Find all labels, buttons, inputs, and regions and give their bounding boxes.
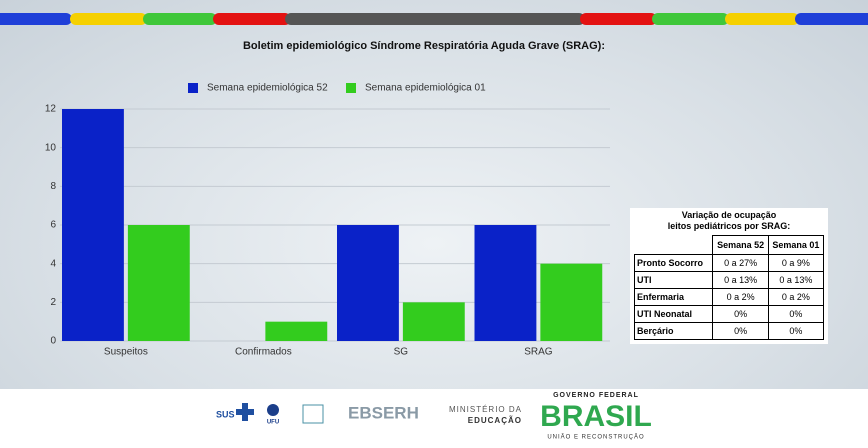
y-tick-label: 12 <box>45 104 57 115</box>
logo-ebserh: EBSERH <box>348 403 419 422</box>
occupancy-table: Variação de ocupação leitos pediátricos … <box>630 208 828 344</box>
y-tick-label: 10 <box>45 142 57 153</box>
bar <box>540 263 603 341</box>
footer: SUS UFU EBSERH MINISTÉRIO DA EDUCAÇÃO GO… <box>0 389 868 443</box>
legend-label: Semana epidemiológica 52 <box>207 83 328 94</box>
table-header: Semana 01 <box>767 235 825 255</box>
table-cell: 0 a 13% <box>767 271 825 289</box>
table-cell: 0 a 27% <box>712 254 769 272</box>
logo-ufu: UFU <box>267 420 279 426</box>
chart-title: Boletim epidemiológico Síndrome Respirat… <box>243 40 605 52</box>
y-tick-label: 4 <box>50 258 56 269</box>
legend-swatch <box>188 83 198 93</box>
table-row: Berçário 0% 0% <box>633 322 825 340</box>
logos: SUS UFU EBSERH MINISTÉRIO DA EDUCAÇÃO GO… <box>216 392 652 441</box>
table-cell: 0 a 13% <box>712 271 769 289</box>
x-tick-label: SRAG <box>524 347 553 358</box>
bar <box>265 321 328 341</box>
table-row: Enfermaria 0 a 2% 0 a 2% <box>633 288 825 306</box>
legend-label: Semana epidemiológica 01 <box>365 83 486 94</box>
bar <box>127 225 190 341</box>
legend-swatch <box>346 83 356 93</box>
y-tick-label: 8 <box>50 181 56 192</box>
y-tick-label: 0 <box>50 336 56 347</box>
logo-gov: GOVERNO FEDERAL <box>553 392 639 399</box>
logo-brasil: BRASIL <box>540 400 652 433</box>
table-cell: Berçário <box>633 322 714 340</box>
x-tick-label: Suspeitos <box>104 347 148 358</box>
y-tick-label: 6 <box>50 220 56 231</box>
table-row: UTI 0 a 13% 0 a 13% <box>633 271 825 289</box>
y-tick-label: 2 <box>50 297 56 308</box>
top-stripe <box>0 13 868 25</box>
table-cell: 0% <box>767 322 825 340</box>
table-cell: 0 a 9% <box>767 254 825 272</box>
x-tick-label: Confirmados <box>235 347 292 358</box>
bar <box>474 225 537 341</box>
bar <box>337 225 399 341</box>
table-cell: UTI Neonatal <box>633 305 714 323</box>
table-cell: Enfermaria <box>633 288 714 306</box>
table-title: Variação de ocupação leitos pediátricos … <box>634 210 824 232</box>
table-header-row: Semana 52 Semana 01 <box>635 235 825 255</box>
table-cell: 0% <box>712 322 769 340</box>
table-cell: 0% <box>712 305 769 323</box>
table-cell: 0 a 2% <box>712 288 769 306</box>
table-cell: 0 a 2% <box>767 288 825 306</box>
logo-gov: UNIÃO E RECONSTRUÇÃO <box>547 434 644 441</box>
table-corner <box>635 236 713 255</box>
table-cell: UTI <box>633 271 714 289</box>
logo-sus: SUS <box>216 409 235 419</box>
chart: Boletim epidemiológico Síndrome Respirat… <box>0 13 868 358</box>
x-tick-label: SG <box>394 347 409 358</box>
bar <box>402 302 465 341</box>
logo-mec: EDUCAÇÃO <box>468 416 522 425</box>
bar <box>62 109 124 341</box>
table-header: Semana 52 <box>712 235 769 255</box>
table-title-line: Variação de ocupação <box>681 210 777 220</box>
table: Semana 52 Semana 01 Pronto Socorro 0 a 27% 0… <box>633 235 825 340</box>
table-cell: 0% <box>767 305 825 323</box>
table-row: Pronto Socorro 0 a 27% 0 a 9% <box>633 254 825 272</box>
logo-mec: MINISTÉRIO DA <box>449 405 522 414</box>
table-cell: Pronto Socorro <box>633 254 714 272</box>
table-title-line: leitos pediátricos por SRAG: <box>667 221 791 231</box>
table-row: UTI Neonatal 0% 0% <box>633 305 825 323</box>
